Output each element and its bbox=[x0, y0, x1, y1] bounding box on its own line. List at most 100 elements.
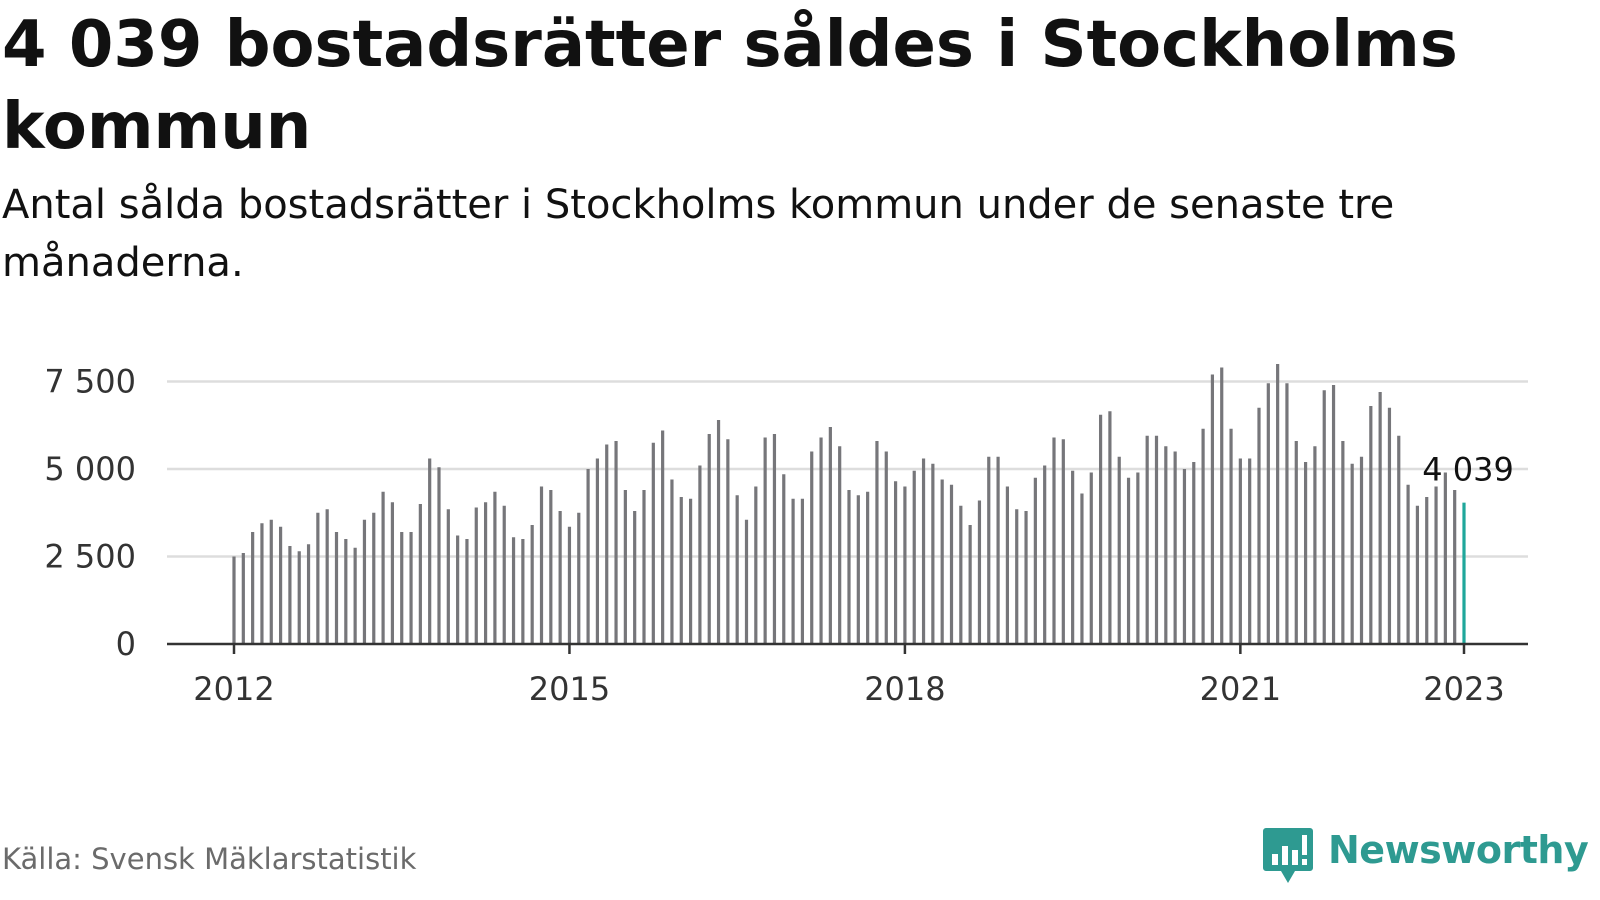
bar bbox=[1173, 451, 1177, 644]
bar bbox=[1248, 458, 1252, 644]
bar bbox=[623, 490, 627, 644]
bar bbox=[567, 526, 572, 644]
bar bbox=[1378, 392, 1382, 644]
bar bbox=[800, 498, 805, 644]
bar bbox=[1164, 446, 1168, 644]
bar bbox=[558, 511, 562, 644]
y-tick-label: 5 000 bbox=[44, 450, 136, 488]
bar bbox=[856, 495, 860, 644]
bar bbox=[642, 490, 646, 644]
bar bbox=[763, 437, 767, 644]
bar bbox=[502, 505, 506, 644]
brand-logo: Newsworthy bbox=[1262, 822, 1598, 888]
bar bbox=[1266, 383, 1270, 644]
bar bbox=[539, 486, 544, 644]
bar bbox=[251, 532, 255, 644]
bars bbox=[232, 364, 1466, 644]
bar bbox=[1415, 505, 1420, 644]
x-axis-ticks: 2012 2015 2018 2021 2023 bbox=[193, 644, 1505, 708]
bar bbox=[819, 437, 823, 644]
bar bbox=[428, 458, 432, 644]
bar bbox=[1033, 477, 1037, 644]
bar bbox=[1117, 456, 1121, 644]
bar bbox=[390, 502, 395, 644]
highlight-value-label: 4 039 bbox=[1422, 451, 1514, 489]
bar bbox=[437, 467, 441, 644]
y-tick-label: 7 500 bbox=[44, 363, 136, 401]
bar bbox=[810, 451, 814, 644]
bar bbox=[1154, 435, 1159, 644]
bar bbox=[1098, 414, 1103, 644]
x-tick-label: 2021 bbox=[1200, 670, 1281, 708]
bar bbox=[828, 427, 832, 644]
bar bbox=[474, 507, 478, 644]
bar bbox=[1238, 458, 1242, 644]
bar bbox=[400, 532, 404, 644]
bar bbox=[288, 546, 292, 644]
bar bbox=[661, 430, 665, 644]
bar bbox=[549, 490, 553, 644]
value-annotation: 4 039 bbox=[1422, 451, 1514, 489]
bar bbox=[1210, 374, 1215, 644]
bar bbox=[1080, 493, 1084, 644]
bar bbox=[949, 484, 954, 644]
brand-name: Newsworthy bbox=[1328, 828, 1589, 872]
bar bbox=[1220, 367, 1224, 644]
bar bbox=[1387, 407, 1392, 644]
bar bbox=[1294, 441, 1298, 644]
bar bbox=[1434, 486, 1438, 644]
bar bbox=[744, 519, 749, 644]
bar bbox=[297, 551, 301, 644]
bar bbox=[707, 434, 711, 644]
highlight-bar bbox=[1462, 502, 1466, 644]
bar bbox=[716, 420, 721, 644]
bar bbox=[586, 469, 590, 644]
bar bbox=[912, 470, 916, 644]
bar bbox=[1145, 435, 1149, 644]
y-tick-label: 0 bbox=[116, 625, 136, 663]
bar bbox=[996, 456, 1000, 644]
bar bbox=[1192, 462, 1196, 644]
bar bbox=[735, 495, 739, 644]
bar bbox=[1350, 463, 1354, 644]
bar bbox=[688, 498, 693, 644]
y-axis-labels: 0 2 500 5 000 7 500 bbox=[44, 363, 136, 664]
x-tick-label: 2018 bbox=[864, 670, 945, 708]
bar bbox=[1182, 469, 1187, 644]
bar bbox=[1201, 428, 1205, 644]
bar bbox=[1043, 465, 1047, 644]
bar bbox=[633, 511, 637, 644]
bar bbox=[1359, 456, 1364, 644]
bar bbox=[698, 465, 702, 644]
bar bbox=[1331, 385, 1336, 644]
bar bbox=[1229, 428, 1233, 644]
x-tick-label: 2015 bbox=[529, 670, 610, 708]
bar bbox=[456, 535, 460, 644]
bar bbox=[959, 505, 963, 644]
bar bbox=[921, 458, 926, 644]
bar bbox=[241, 553, 245, 644]
bar bbox=[903, 486, 907, 644]
bar bbox=[1005, 486, 1010, 644]
bar bbox=[344, 539, 348, 644]
bar bbox=[372, 512, 376, 644]
bar bbox=[595, 458, 600, 644]
bar bbox=[1406, 484, 1410, 644]
bar bbox=[605, 444, 609, 644]
bar bbox=[353, 547, 357, 644]
bar bbox=[772, 434, 777, 644]
bar bbox=[987, 456, 991, 644]
bar bbox=[1425, 497, 1429, 644]
bar bbox=[260, 523, 264, 644]
bar bbox=[726, 439, 730, 644]
bar bbox=[521, 539, 525, 644]
bar bbox=[1126, 477, 1131, 644]
bar bbox=[1397, 435, 1401, 644]
bar bbox=[1285, 383, 1289, 644]
bar bbox=[409, 532, 413, 644]
bar bbox=[1341, 441, 1345, 644]
y-tick-label: 2 500 bbox=[44, 538, 136, 576]
bar bbox=[1303, 462, 1308, 644]
bar bbox=[968, 525, 972, 644]
bar bbox=[1257, 407, 1261, 644]
